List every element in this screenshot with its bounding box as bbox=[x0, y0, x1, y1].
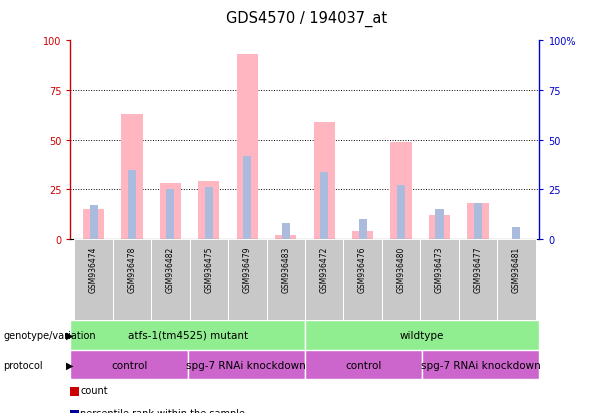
Text: GSM936472: GSM936472 bbox=[320, 246, 329, 292]
Bar bbox=[198, 182, 219, 240]
Bar bbox=[160, 184, 181, 240]
Text: GDS4570 / 194037_at: GDS4570 / 194037_at bbox=[226, 10, 387, 27]
Bar bbox=[83, 210, 104, 240]
Text: GSM936477: GSM936477 bbox=[473, 246, 482, 292]
Bar bbox=[421, 240, 459, 320]
Bar bbox=[70, 350, 188, 380]
Bar bbox=[429, 216, 450, 240]
Bar bbox=[188, 350, 305, 380]
Text: percentile rank within the sample: percentile rank within the sample bbox=[80, 408, 245, 413]
Bar bbox=[305, 320, 539, 350]
Bar bbox=[275, 235, 296, 240]
Bar bbox=[397, 186, 405, 240]
Text: GSM936482: GSM936482 bbox=[166, 246, 175, 292]
Text: GSM936483: GSM936483 bbox=[281, 246, 290, 292]
Text: GSM936481: GSM936481 bbox=[512, 246, 521, 292]
Bar bbox=[467, 204, 489, 240]
Text: control: control bbox=[345, 360, 382, 370]
Bar bbox=[74, 240, 113, 320]
Text: GSM936479: GSM936479 bbox=[243, 246, 252, 292]
Text: GSM936474: GSM936474 bbox=[89, 246, 98, 292]
Text: atfs-1(tm4525) mutant: atfs-1(tm4525) mutant bbox=[128, 330, 248, 340]
Text: GSM936475: GSM936475 bbox=[204, 246, 213, 292]
Text: count: count bbox=[80, 385, 108, 395]
Bar bbox=[422, 350, 539, 380]
Text: GSM936480: GSM936480 bbox=[397, 246, 406, 292]
Bar bbox=[435, 210, 444, 240]
Text: ▶: ▶ bbox=[66, 360, 74, 370]
Bar bbox=[121, 115, 143, 240]
Bar bbox=[128, 170, 136, 240]
Bar bbox=[314, 123, 335, 240]
Bar bbox=[305, 350, 422, 380]
Bar bbox=[70, 320, 305, 350]
Bar bbox=[243, 156, 251, 240]
Text: GSM936476: GSM936476 bbox=[358, 246, 367, 292]
Text: spg-7 RNAi knockdown: spg-7 RNAi knockdown bbox=[186, 360, 306, 370]
Bar bbox=[267, 240, 305, 320]
Bar bbox=[459, 240, 497, 320]
Bar bbox=[151, 240, 189, 320]
Text: ▶: ▶ bbox=[66, 330, 74, 340]
Bar bbox=[89, 206, 97, 240]
Bar bbox=[205, 188, 213, 240]
Bar bbox=[189, 240, 228, 320]
Text: GSM936473: GSM936473 bbox=[435, 246, 444, 292]
Bar bbox=[282, 224, 290, 240]
Bar bbox=[497, 240, 536, 320]
Bar bbox=[320, 172, 328, 240]
Text: wildtype: wildtype bbox=[400, 330, 444, 340]
Bar bbox=[228, 240, 267, 320]
Bar bbox=[390, 142, 412, 240]
Bar bbox=[359, 220, 367, 240]
Bar bbox=[343, 240, 382, 320]
Text: protocol: protocol bbox=[3, 360, 43, 370]
Bar bbox=[382, 240, 421, 320]
Text: spg-7 RNAi knockdown: spg-7 RNAi knockdown bbox=[421, 360, 541, 370]
Bar bbox=[474, 204, 482, 240]
Bar bbox=[512, 228, 520, 240]
Bar bbox=[166, 190, 175, 240]
Text: genotype/variation: genotype/variation bbox=[3, 330, 96, 340]
Bar bbox=[305, 240, 343, 320]
Bar bbox=[352, 232, 373, 240]
Bar bbox=[237, 55, 258, 240]
Text: control: control bbox=[111, 360, 147, 370]
Text: GSM936478: GSM936478 bbox=[128, 246, 137, 292]
Bar bbox=[113, 240, 151, 320]
